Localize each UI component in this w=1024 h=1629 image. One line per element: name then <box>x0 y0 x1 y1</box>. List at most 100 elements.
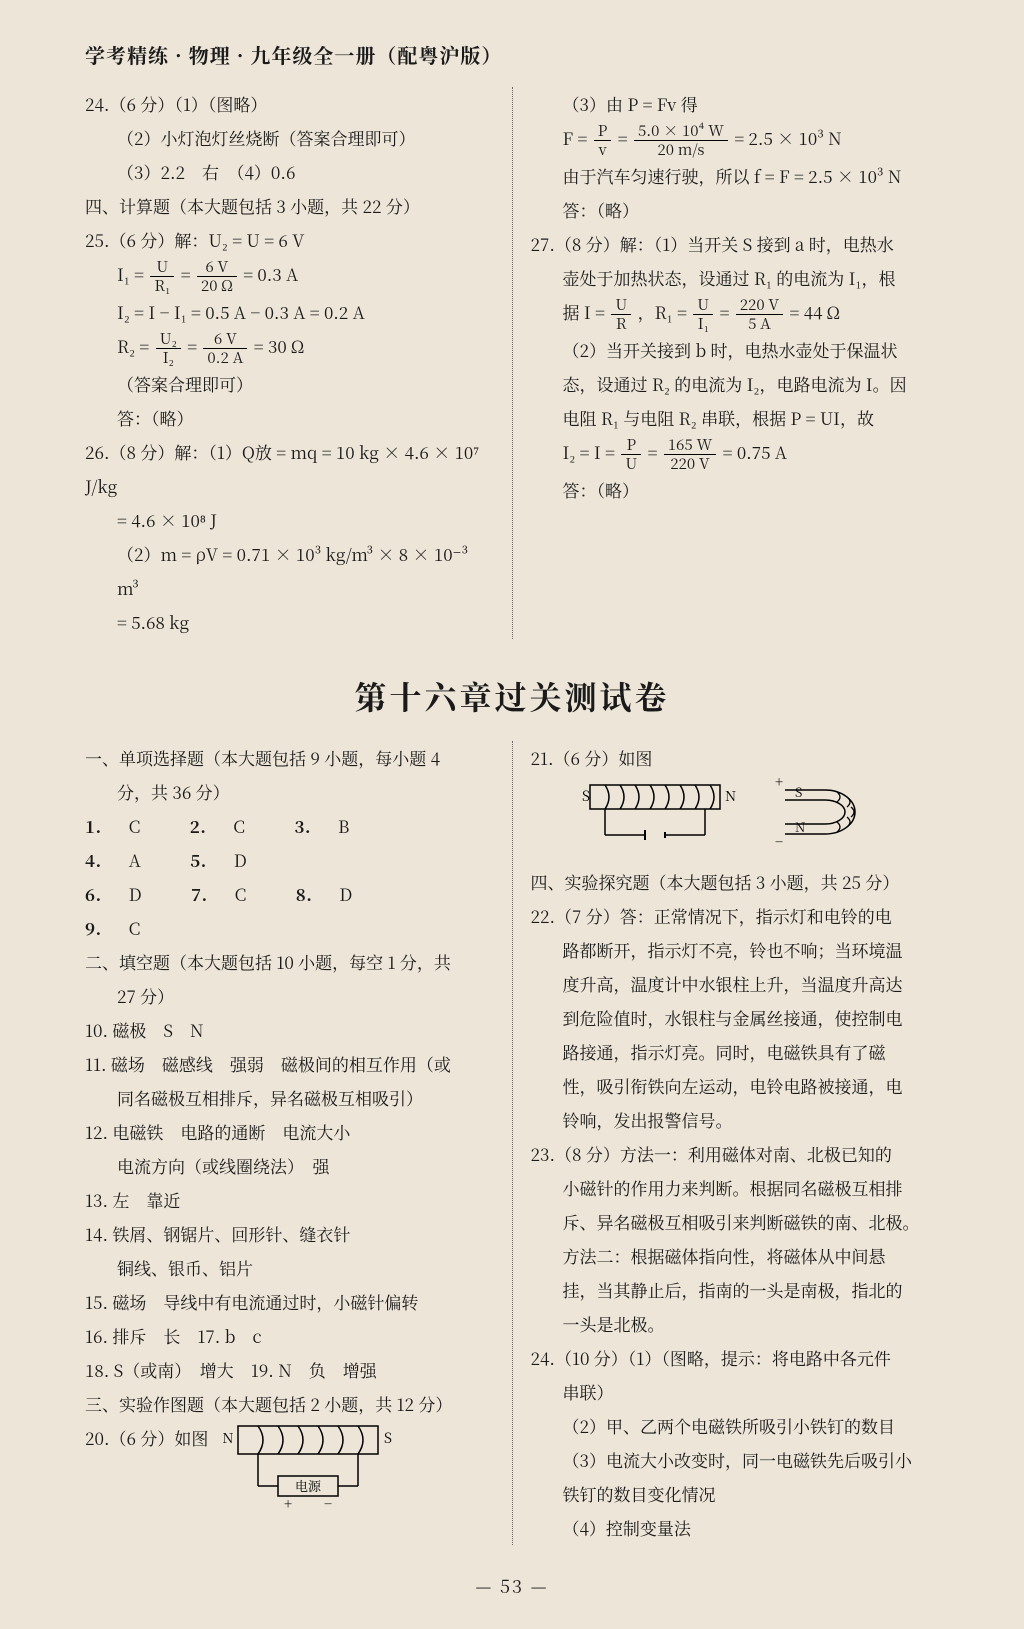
frac-den: v <box>594 141 612 159</box>
mc-num: 7. <box>191 877 208 911</box>
q18: 18. S（或南） 增大 19. N 负 增强 <box>85 1353 494 1387</box>
svg-text:N: N <box>795 817 805 836</box>
q25-eq3-post: = 30 Ω <box>254 333 304 358</box>
q23: 23.（8 分）方法一：利用磁体对南、北极已知的 <box>531 1137 940 1171</box>
mc-num: 4. <box>85 843 102 877</box>
q24b-head: 24.（10 分）（1）（图略，提示：将电路中各元件 <box>531 1341 940 1375</box>
mc-ans: A <box>129 843 142 877</box>
q21-horseshoe-diagram: + − S N <box>765 775 895 855</box>
q21-label: 21.（6 分）如图 <box>531 741 653 775</box>
eq-sign: = <box>618 125 632 150</box>
page-header: 学考精练 · 物理 · 九年级全一册（配粤沪版） <box>85 40 939 69</box>
q24b-f: （4）控制变量法 <box>531 1511 940 1545</box>
q25-eq1-post: = 0.3 A <box>243 261 298 286</box>
mc-num: 9. <box>85 911 102 945</box>
eq-pre: I₂ = I = <box>563 439 620 464</box>
mc-row-1: 1. C 2. C 3. B 4. A 5. D <box>85 809 494 877</box>
q22d: 到危险值时，水银柱与金属丝接通，使控制电 <box>531 1001 940 1035</box>
q26c-l1: （3）由 P = Fv 得 <box>531 87 940 121</box>
eq-sign: = <box>648 439 662 464</box>
svg-text:+: + <box>284 1494 292 1511</box>
top-left-column: 24.（6 分）（1）（图略） （2）小灯泡灯丝烧断（答案合理即可） （3）2.… <box>85 87 512 639</box>
q23e: 挂，当其静止后，指南的一头是南极，指北的 <box>531 1273 940 1307</box>
svg-text:S: S <box>582 786 590 806</box>
q14b: 铜线、银币、铝片 <box>85 1251 494 1285</box>
q12b: 电流方向（或线圈绕法） 强 <box>85 1149 494 1183</box>
bottom-columns: 一、单项选择题（本大题包括 9 小题，每小题 4 分，共 36 分） 1. C … <box>85 741 939 1545</box>
svg-text:−: − <box>775 832 783 852</box>
q21-solenoid-diagram: S N <box>575 775 745 855</box>
mc-row-2: 6. D 7. C 8. D 9. C <box>85 877 494 945</box>
q20-n-label: N <box>223 1428 234 1448</box>
q26-l3: （2）m = ρV = 0.71 × 10³ kg/m³ × 8 × 10⁻³ … <box>85 537 494 605</box>
eq-pre: 据 I = <box>563 299 610 324</box>
sec-ii-2: 27 分） <box>85 979 494 1013</box>
q15: 15. 磁场 导线中有电流通过时，小磁针偏转 <box>85 1285 494 1319</box>
q26-l4: = 5.68 kg <box>85 605 494 639</box>
q27-l2: 壶处于加热状态，设通过 R₁ 的电流为 I₁，根 <box>531 261 940 295</box>
bottom-right-column: 21.（6 分）如图 S N <box>513 741 940 1545</box>
svg-text:−: − <box>324 1494 332 1511</box>
eq-post: = 44 Ω <box>790 299 840 324</box>
frac-den: R₁ <box>150 277 174 295</box>
frac-den: U <box>621 455 641 473</box>
eq-post: = 0.75 A <box>723 439 787 464</box>
q11: 11. 磁场 磁感线 强弱 磁极间的相互作用（或 <box>85 1047 494 1081</box>
mc-ans: B <box>338 809 350 843</box>
top-columns: 24.（6 分）（1）（图略） （2）小灯泡灯丝烧断（答案合理即可） （3）2.… <box>85 87 939 639</box>
q23b: 小磁针的作用力来判断。根据同名磁极互相排 <box>531 1171 940 1205</box>
q27-l8: 答：（略） <box>531 473 940 507</box>
q11b: 同名磁极互相排斥，异名磁极互相吸引） <box>85 1081 494 1115</box>
page-number: — 53 — <box>85 1573 939 1599</box>
mc-ans: C <box>235 877 247 911</box>
sec-ii: 二、填空题（本大题包括 10 小题，每空 1 分，共 <box>85 945 494 979</box>
section-iv-heading: 四、计算题（本大题包括 3 小题，共 22 分） <box>85 189 494 223</box>
svg-text:S: S <box>795 782 802 801</box>
q25-eq1: I₁ = UR₁ = 6 V20 Ω = 0.3 A <box>85 257 494 295</box>
q20-s-label: S <box>384 1428 392 1448</box>
eq-sign: = <box>720 299 734 324</box>
q25-eq3-pre: R₂ = <box>117 333 154 358</box>
top-right-column: （3）由 P = Fv 得 F = Pv = 5.0 × 10⁴ W20 m/s… <box>513 87 940 639</box>
frac-den: 5 A <box>736 315 783 333</box>
q16: 16. 排斥 长 17. b c <box>85 1319 494 1353</box>
mc-ans: D <box>339 877 353 911</box>
frac-den: 220 V <box>664 455 716 473</box>
mc-ans: D <box>234 843 248 877</box>
q24-line3: （3）2.2 右 （4）0.6 <box>85 155 494 189</box>
q22b: 路都断开，指示灯不亮，铃也不响；当环境温 <box>531 933 940 967</box>
sec-iii: 三、实验作图题（本大题包括 2 小题，共 12 分） <box>85 1387 494 1421</box>
eq-mid: ，R₁ = <box>638 299 692 324</box>
sec-i-2: 分，共 36 分） <box>85 775 494 809</box>
q26-head: 26.（8 分）解：（1）Q放 = mq = 10 kg × 4.6 × 10⁷… <box>85 435 494 503</box>
q26c-eq: F = Pv = 5.0 × 10⁴ W20 m/s = 2.5 × 10³ N <box>531 121 940 159</box>
bottom-left-column: 一、单项选择题（本大题包括 9 小题，每小题 4 分，共 36 分） 1. C … <box>85 741 512 1545</box>
mc-num: 1. <box>85 809 102 843</box>
q14: 14. 铁屑、钢锯片、回形针、缝衣针 <box>85 1217 494 1251</box>
q24b-d: （3）电流大小改变时，同一电磁铁先后吸引小 <box>531 1443 940 1477</box>
q22g: 铃响，发出报警信号。 <box>531 1103 940 1137</box>
q25-l5: 答：（略） <box>85 401 494 435</box>
frac-den: I₁ <box>693 315 713 333</box>
q21-row: 21.（6 分）如图 <box>531 741 940 775</box>
chapter-title: 第十六章过关测试卷 <box>85 673 939 719</box>
q27-l3: 据 I = UR ，R₁ = UI₁ = 220 V5 A = 44 Ω <box>531 295 940 333</box>
eq-post: = 2.5 × 10³ N <box>734 125 841 150</box>
mc-ans: C <box>233 809 245 843</box>
q24b-e: 铁钉的数目变化情况 <box>531 1477 940 1511</box>
q12: 12. 电磁铁 电路的通断 电流大小 <box>85 1115 494 1149</box>
q20-circuit-diagram: N S 电源 + − <box>218 1421 398 1511</box>
q25-l4: （答案合理即可） <box>85 367 494 401</box>
mc-num: 8. <box>296 877 313 911</box>
eq-pre: F = <box>563 125 592 150</box>
q22c: 度升高，温度计中水银柱上升，当温度升高达 <box>531 967 940 1001</box>
q20-label: 20.（6 分）如图 <box>85 1421 208 1455</box>
q20-row: 20.（6 分）如图 N S 电源 <box>85 1421 494 1511</box>
frac-den: R <box>611 315 631 333</box>
q23f: 一头是北极。 <box>531 1307 940 1341</box>
q20-source-label: 电源 <box>295 1476 322 1495</box>
q13: 13. 左 靠近 <box>85 1183 494 1217</box>
q21-diagrams: S N + − <box>531 775 940 855</box>
mc-num: 6. <box>85 877 102 911</box>
q26c-l3: 由于汽车匀速行驶，所以 f = F = 2.5 × 10³ N <box>531 159 940 193</box>
